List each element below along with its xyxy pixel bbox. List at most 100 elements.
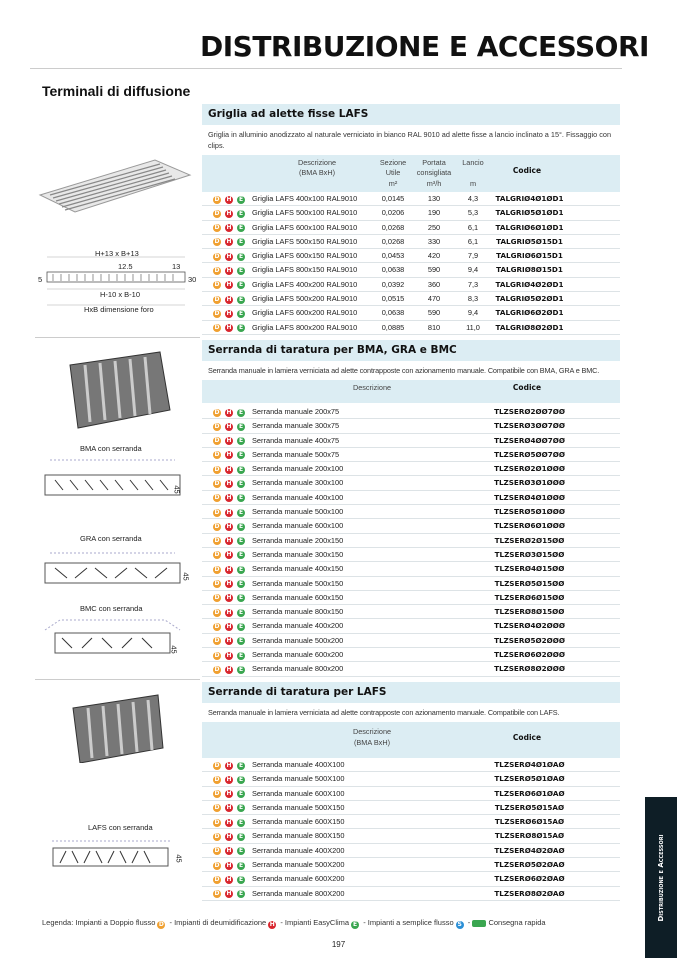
row-code: TLZSERØ2Ø1ØØØ xyxy=(494,464,565,474)
easyclima-icon: E xyxy=(237,804,245,813)
row-description: Serranda manuale 800x150 xyxy=(252,607,344,617)
table-row: D H E Griglia LAFS 600x150 RAL9010 0,0453 420… xyxy=(202,249,620,264)
easyclima-icon: E xyxy=(237,622,245,631)
row-description: Serranda manuale 300x150 xyxy=(252,549,344,559)
easyclima-icon: E xyxy=(237,224,245,233)
row-code: TLZSERØ6Ø1ØØØ xyxy=(494,521,565,531)
row-description: Serranda manuale 600x200 xyxy=(252,650,344,660)
row-portata: 190 xyxy=(427,208,441,218)
col-descr: Descrizione xyxy=(297,158,337,167)
row-code: TLZSERØ6Ø1ØAØ xyxy=(494,788,565,798)
deumidificazione-icon: H xyxy=(225,494,233,503)
row-code: TLZSERØ4ØØ7ØØ xyxy=(494,435,565,445)
easyclima-icon: E xyxy=(237,790,245,799)
row-portata: 810 xyxy=(427,322,441,332)
section-description: Serranda manuale in lamiera verniciata a… xyxy=(208,366,600,375)
easyclima-icon: E xyxy=(237,494,245,503)
row-description: Griglia LAFS 400x200 RAL9010 xyxy=(252,279,358,289)
table-header: Descrizione (BMA BxH) Sezione Utile m² P… xyxy=(202,155,620,192)
col-portata: Portata xyxy=(422,158,446,167)
doppio-flusso-icon: D xyxy=(213,224,221,233)
row-lancio: 9,4 xyxy=(467,265,479,275)
doppio-flusso-icon: D xyxy=(213,761,221,770)
row-description: Serranda manuale 200x75 xyxy=(252,407,340,416)
deumidificazione-icon: H xyxy=(225,479,233,488)
col-codice: Codice xyxy=(512,733,542,742)
table-row: D H E Serranda manuale 500x100 TLZSERØ5Ø1ØØØ xyxy=(202,505,620,520)
row-code: TLZSERØ5Ø15AØ xyxy=(494,802,565,812)
row-portata: 330 xyxy=(427,236,441,246)
deumidificazione-icon: H xyxy=(225,324,233,333)
row-lancio: 6,1 xyxy=(467,236,479,246)
deumidificazione-icon: H xyxy=(225,790,233,799)
doppio-flusso-icon: D xyxy=(213,594,221,603)
easyclima-icon: E xyxy=(237,309,245,318)
row-description: Griglia LAFS 500x150 RAL9010 xyxy=(252,236,358,246)
table-row: D H E Griglia LAFS 400x200 RAL9010 0,0392 360… xyxy=(202,278,620,293)
bmc-drawing xyxy=(44,619,181,654)
row-code: TALGRIØ4Ø1ØD1 xyxy=(495,194,564,203)
col-codice: Codice xyxy=(512,166,542,175)
table-row: D H E Griglia LAFS 500x150 RAL9010 0,0268 330… xyxy=(202,235,620,250)
section-lafs-grille: Griglia ad alette fisse LAFS Griglia in … xyxy=(202,104,620,335)
table-row: D H E Serranda manuale 800x150 TLZSERØ8Ø15ØØ xyxy=(202,605,620,620)
doppio-flusso-icon: D xyxy=(213,295,221,304)
doppio-flusso-icon: D xyxy=(213,508,221,517)
col-lancio-unit: m xyxy=(469,179,477,188)
row-code: TALGRIØ6Ø2ØD1 xyxy=(495,308,564,318)
row-code: TLZSERØ5Ø15ØØ xyxy=(494,578,565,588)
row-code: TLZSERØ2Ø15ØØ xyxy=(494,535,565,545)
damper-image xyxy=(69,351,171,429)
gra-drawing xyxy=(44,552,181,584)
easyclima-icon: E xyxy=(237,537,245,546)
doppio-flusso-icon: D xyxy=(213,565,221,574)
row-description: Serranda manuale 500X150 xyxy=(252,802,345,812)
chapter-side-tab: Distribuzione e Accessori xyxy=(645,797,677,958)
doppio-flusso-icon: D xyxy=(213,551,221,560)
deumidificazione-icon: H xyxy=(225,238,233,247)
dim-45-bma: 45 xyxy=(172,485,182,494)
table-row: D H E Serranda manuale 600X150 TLZSERØ6Ø15AØ xyxy=(202,815,620,830)
row-code: TLZSERØ6Ø2ØØØ xyxy=(494,650,565,660)
row-lancio: 7,3 xyxy=(467,279,479,289)
semplice-flusso-icon: S xyxy=(455,921,464,929)
divider xyxy=(30,68,622,69)
doppio-flusso-icon: D xyxy=(213,252,221,261)
deumidificazione-icon: H xyxy=(225,594,233,603)
doppio-flusso-icon: D xyxy=(213,861,221,870)
easyclima-icon: E xyxy=(237,195,245,204)
row-description: Serranda manuale 600x150 xyxy=(252,592,344,602)
doppio-flusso-icon: D xyxy=(213,522,221,531)
doppio-flusso-icon: D xyxy=(213,537,221,546)
legend: Legenda: Impianti a Doppio flusso D - Imp… xyxy=(42,918,546,929)
table-header: Descrizione (BMA BxH) Codice xyxy=(202,722,620,758)
doppio-flusso-icon: D xyxy=(213,637,221,646)
lafs-damper-image xyxy=(72,694,164,763)
deumidificazione-icon: H xyxy=(225,665,233,674)
table-row: D H E Griglia LAFS 500x100 RAL9010 0,0206 190… xyxy=(202,206,620,221)
easyclima-icon: E xyxy=(237,651,245,660)
table-body: D H E Serranda manuale 400X100 TLZSERØ4Ø1ØAØ… xyxy=(202,758,620,901)
deumidificazione-icon: H xyxy=(225,266,233,275)
row-code: TLZSERØ6Ø15AØ xyxy=(494,817,565,827)
row-description: Serranda manuale 300x75 xyxy=(252,421,340,431)
row-description: Griglia LAFS 600x150 RAL9010 xyxy=(252,251,358,261)
col-descr-sub: (BMA BxH) xyxy=(298,168,336,177)
row-description: Griglia LAFS 800x150 RAL9010 xyxy=(252,265,358,275)
section-damper-bma: Serranda di taratura per BMA, GRA e BMC … xyxy=(202,340,620,677)
deumidificazione-icon: H xyxy=(225,195,233,204)
row-code: TLZSERØ8Ø2ØØØ xyxy=(494,664,565,674)
row-portata: 420 xyxy=(427,251,441,261)
table-row: D H E Serranda manuale 500X150 TLZSERØ5Ø15AØ xyxy=(202,801,620,816)
row-code: TALGRIØ5Ø15D1 xyxy=(496,236,563,246)
row-code: TLZSERØ3Ø1ØØØ xyxy=(494,478,565,488)
col-sezione: Sezione xyxy=(379,158,407,167)
row-description: Griglia LAFS 400x100 RAL9010 xyxy=(252,194,358,203)
deumidificazione-icon: H xyxy=(225,875,233,884)
row-code: TALGRIØ8Ø2ØD1 xyxy=(495,322,564,332)
doppio-flusso-icon: D xyxy=(213,309,221,318)
col-codice: Codice xyxy=(512,383,542,392)
caption-lafs: LAFS con serranda xyxy=(88,823,153,832)
easyclima-icon: E xyxy=(237,761,245,770)
doppio-flusso-icon: D xyxy=(213,790,221,799)
